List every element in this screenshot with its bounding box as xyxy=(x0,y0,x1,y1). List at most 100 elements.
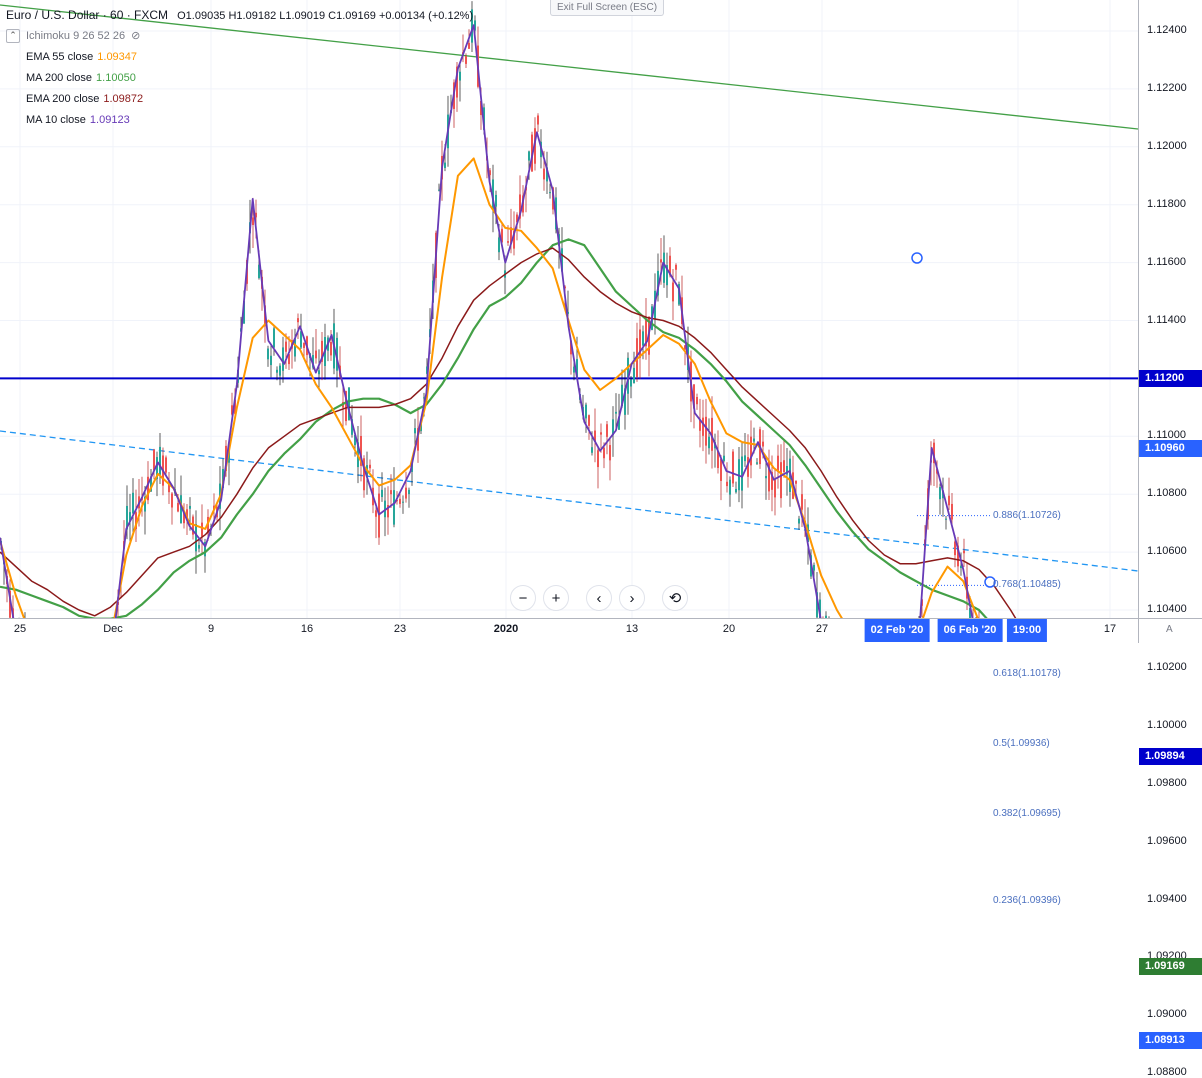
price-tick-label: 1.08800 xyxy=(1147,1066,1187,1078)
indicator-row[interactable]: EMA 55 close 1.09347 xyxy=(6,47,473,68)
candle-body xyxy=(507,241,509,243)
price-axis[interactable]: 1.12400 1.12200 1.12000 1.11800 1.11600 1.114… xyxy=(1138,0,1202,1078)
time-tick-label: 23 xyxy=(393,623,407,635)
time-tick-label: 17 xyxy=(1103,623,1117,635)
candle-body xyxy=(951,503,953,520)
candle-body xyxy=(762,441,764,447)
candle-body xyxy=(699,419,701,431)
time-tick-label: 9 xyxy=(207,623,215,635)
candle-body xyxy=(957,545,959,567)
legend-header: Euro / U.S. Dollar · 60 · FXCM O1.09035 … xyxy=(6,5,473,26)
candle-body xyxy=(756,462,758,464)
auto-scale-button[interactable]: A xyxy=(1138,618,1202,643)
indicator-name: MA 200 close xyxy=(26,72,93,84)
price-tag: 1.09894 xyxy=(1139,748,1202,766)
candle-body xyxy=(516,214,518,223)
candle-body xyxy=(252,217,254,226)
candle-body xyxy=(594,430,596,442)
candle-body xyxy=(9,590,11,618)
candle-body xyxy=(726,481,728,487)
candle-body xyxy=(273,328,275,348)
collapse-icon[interactable]: ⌃ xyxy=(6,29,20,44)
candle-body xyxy=(933,442,935,464)
candle-body xyxy=(378,493,380,538)
fib-level-label: 0.886(1.10726) xyxy=(993,509,1061,521)
candle-body xyxy=(747,457,749,477)
candle-body xyxy=(288,354,290,365)
candle-body xyxy=(945,518,947,520)
eye-hidden-icon[interactable]: ⊘ xyxy=(131,30,141,42)
candle-body xyxy=(480,100,482,116)
candle-body xyxy=(183,511,185,524)
zoom-out-button[interactable]: − xyxy=(510,585,536,611)
ichimoku-label[interactable]: Ichimoku 9 26 52 26 xyxy=(26,30,126,42)
candle-body xyxy=(819,599,821,618)
candle-body xyxy=(543,168,545,180)
candle-body xyxy=(765,476,767,479)
candle-body xyxy=(258,264,260,279)
candle-body xyxy=(231,405,233,415)
candle-body xyxy=(630,379,632,387)
candle-body xyxy=(615,411,617,414)
series-line-ma-10-close xyxy=(0,24,974,618)
candle-body xyxy=(528,151,530,161)
time-range-tag: 19:00 xyxy=(1006,619,1048,642)
candle-body xyxy=(768,460,770,492)
candle-body xyxy=(666,265,668,286)
candle-body xyxy=(282,347,284,371)
candle-body xyxy=(657,270,659,296)
time-tick-label: 2020 xyxy=(493,623,519,635)
indicator-list: EMA 55 close 1.09347 MA 200 close 1.10050 EM… xyxy=(6,47,473,131)
candle-body xyxy=(336,337,338,371)
candle-body xyxy=(132,492,134,514)
indicator-row[interactable]: EMA 200 close 1.09872 xyxy=(6,89,473,110)
indicator-name: EMA 200 close xyxy=(26,93,100,105)
candle-body xyxy=(588,415,590,426)
candle-body xyxy=(369,464,371,469)
candle-body xyxy=(570,340,572,355)
indicator-row[interactable]: MA 200 close 1.10050 xyxy=(6,68,473,89)
candle-body xyxy=(489,170,491,176)
candle-body xyxy=(744,455,746,462)
candle-body xyxy=(660,259,662,263)
scroll-back-button[interactable]: ‹ xyxy=(586,585,612,611)
candle-body xyxy=(585,404,587,419)
price-tick-label: 1.10600 xyxy=(1147,545,1187,558)
scroll-forward-button[interactable]: › xyxy=(619,585,645,611)
candle-body xyxy=(399,498,401,504)
price-tick-label: 1.10800 xyxy=(1147,487,1187,500)
candle-body xyxy=(255,212,257,218)
candle-body xyxy=(156,457,158,479)
candle-body xyxy=(561,248,563,272)
candle-body xyxy=(165,457,167,473)
candle-body xyxy=(198,545,200,549)
candle-body xyxy=(711,417,713,451)
candle-body xyxy=(471,9,473,43)
candle-body xyxy=(168,481,170,493)
exit-fullscreen-button[interactable]: Exit Full Screen (ESC) xyxy=(550,0,665,16)
price-tag: 1.08913 xyxy=(1139,1032,1202,1050)
candle-body xyxy=(189,505,191,509)
candle-body xyxy=(732,451,734,484)
candle-body xyxy=(147,476,149,501)
candle-body xyxy=(717,451,719,469)
chart-plot-area[interactable] xyxy=(0,0,1138,618)
auto-scale-label[interactable]: A xyxy=(1166,624,1173,635)
candle-body xyxy=(204,541,206,557)
candle-body xyxy=(459,71,461,81)
candle-body xyxy=(492,179,494,210)
reset-view-button[interactable]: ⟲ xyxy=(662,585,688,611)
ichimoku-row[interactable]: ⌃ Ichimoku 9 26 52 26 ⊘ xyxy=(6,26,473,47)
indicator-row[interactable]: MA 10 close 1.09123 xyxy=(6,110,473,131)
zoom-in-button[interactable]: + xyxy=(543,585,569,611)
candle-body xyxy=(603,447,605,459)
candle-body xyxy=(444,162,446,168)
chart-legend: Euro / U.S. Dollar · 60 · FXCM O1.09035 … xyxy=(6,5,473,131)
price-tag: 1.10960 xyxy=(1139,439,1202,457)
candle-body xyxy=(537,115,539,125)
candle-body xyxy=(597,450,599,468)
candle-body xyxy=(639,329,641,358)
price-tick-label: 1.09800 xyxy=(1147,776,1187,789)
time-tick-label: 25 xyxy=(13,623,27,635)
